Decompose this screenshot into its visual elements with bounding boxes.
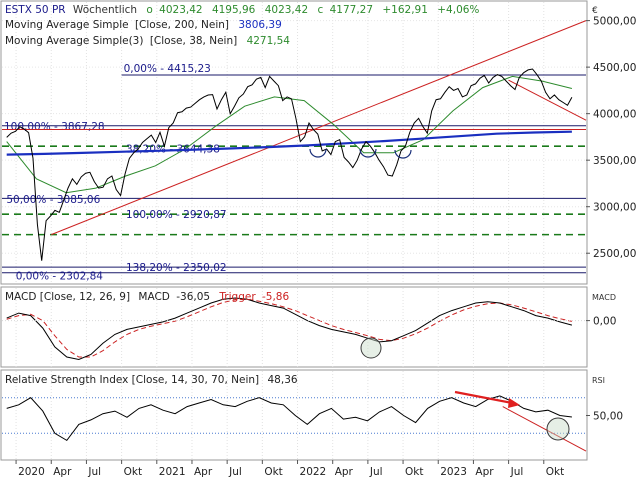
rsi-line	[6, 395, 572, 442]
fib-level-label: 138,20% - 2350,02	[126, 262, 227, 274]
svg-text:ESTX 50 PR Wöchentlich: ESTX 50 PR Wöchentlich o 4023,42 4195,96…	[5, 4, 479, 16]
open-value: 4023,42	[159, 4, 202, 16]
price-legend: ESTX 50 PR Wöchentlich o 4023,42 4195,96…	[5, 4, 598, 47]
macd-grid	[15, 288, 545, 367]
close-value: 4177,27	[330, 4, 373, 16]
x-tick-label: Apr	[335, 466, 354, 478]
rsi-corner-label: RSI	[592, 376, 605, 385]
ma38-line	[6, 75, 573, 194]
interval-label: Wöchentlich	[73, 4, 137, 16]
x-tick-label: Jul	[369, 466, 383, 478]
low-value: 4023,42	[265, 4, 308, 16]
high-value: 4195,96	[212, 4, 256, 16]
y-tick-label: 4000,00	[593, 109, 636, 121]
change-pct: +4,06%	[437, 4, 479, 16]
ma200-params: [Close, 200, Nein]	[135, 19, 229, 31]
trendlines	[2, 20, 587, 236]
x-tick-label: Okt	[124, 466, 142, 478]
x-tick-label: Jul	[87, 466, 101, 478]
x-tick-label: 2023	[440, 466, 467, 478]
x-axis: 2020 Apr Jul Okt 2021 Apr Jul Okt 2022 Apr Jul Okt 2…	[15, 460, 564, 478]
x-tick-label: Apr	[194, 466, 213, 478]
macd-panel-frame	[0, 286, 588, 368]
trigger-label: Trigger	[218, 291, 256, 303]
rsi-series	[6, 395, 587, 452]
rsi-y-axis: 50,00	[586, 411, 623, 423]
price-line	[6, 68, 573, 261]
x-tick-label: Okt	[405, 466, 423, 478]
support-bounce-marks	[309, 148, 412, 159]
fib-level-label: 100,00% - 2920,87	[126, 209, 227, 221]
ma200-name: Moving Average Simple	[5, 19, 129, 31]
y-tick-label: 50,00	[593, 411, 623, 423]
trigger-line	[6, 298, 573, 358]
y-tick-label: 3500,00	[593, 155, 636, 167]
instrument-title: ESTX 50 PR	[5, 4, 66, 16]
x-tick-label: 2020	[18, 466, 45, 478]
x-tick-label: Jul	[228, 466, 242, 478]
price-panel-frame	[0, 0, 588, 285]
rsi-title: Relative Strength Index [Close, 14, 30, …	[5, 374, 259, 386]
macd-title: MACD [Close, 12, 26, 9]	[5, 291, 130, 303]
rsi-legend: Relative Strength Index [Close, 14, 30, …	[5, 374, 605, 386]
macd-label: MACD	[138, 291, 169, 303]
svg-text:MACD [Close, 12, 26, 9]: MACD [Close, 12, 26, 9] MACD -36,05 Trig…	[5, 291, 289, 303]
ma200-value: 3806,39	[238, 19, 281, 31]
price-series	[6, 68, 573, 261]
highlight-circles	[360, 337, 570, 441]
svg-text:Moving Average Simple [C: Moving Average Simple [Close, 200, Nein]…	[5, 19, 282, 31]
ma38-name: Moving Average Simple(3)	[5, 35, 143, 47]
rsi-value: 48,36	[268, 374, 298, 386]
macd-value: -36,05	[176, 291, 210, 303]
x-tick-label: 2022	[300, 466, 327, 478]
macd-legend: MACD [Close, 12, 26, 9] MACD -36,05 Trig…	[5, 291, 616, 303]
ma200-line	[6, 130, 572, 156]
y-tick-label: 4500,00	[593, 62, 636, 74]
y-tick-label: 3000,00	[593, 202, 636, 214]
y-tick-label: 0,00	[593, 316, 616, 328]
price-y-axis: 5000,00 4500,00 4000,00 3500,00 3000,00 2500,…	[586, 16, 636, 260]
x-tick-label: Apr	[53, 466, 72, 478]
macd-line	[6, 297, 573, 361]
ma38-params: [Close, 38, Nein]	[150, 35, 237, 47]
fib-level-label: 100,00% - 3867,28	[4, 121, 105, 133]
macd-corner-label: MACD	[592, 293, 616, 302]
svg-text:Relative Strength Index [Close: Relative Strength Index [Close, 14, 30, …	[5, 374, 298, 386]
fib-level-label: 0,00% - 2302,84	[16, 271, 104, 283]
y-tick-label: 2500,00	[593, 248, 636, 260]
y-tick-label: 5000,00	[593, 16, 636, 28]
svg-text:Moving Average Simple(3): Moving Average Simple(3) [Close, 38, Nei…	[5, 35, 290, 47]
price-grid	[2, 2, 586, 283]
x-tick-label: Okt	[546, 466, 564, 478]
macd-series	[6, 297, 573, 361]
x-tick-label: 2021	[159, 466, 186, 478]
trendline	[508, 79, 587, 121]
x-tick-label: Apr	[475, 466, 494, 478]
x-tick-label: Jul	[510, 466, 524, 478]
rsi-down-arrow	[454, 390, 520, 408]
currency-label: €	[592, 6, 598, 16]
trendline	[51, 20, 587, 236]
rsi-trendline	[502, 406, 587, 452]
fib-level-label: 50,00% - 3085,06	[6, 194, 100, 206]
change-value: +162,91	[382, 4, 428, 16]
x-tick-label: Okt	[264, 466, 282, 478]
fib-level-label: 0,00% - 4415,23	[124, 63, 211, 75]
macd-y-axis: 0,00	[2, 316, 616, 328]
trigger-value: -5,86	[262, 291, 289, 303]
ma38-value: 4271,54	[247, 35, 291, 47]
